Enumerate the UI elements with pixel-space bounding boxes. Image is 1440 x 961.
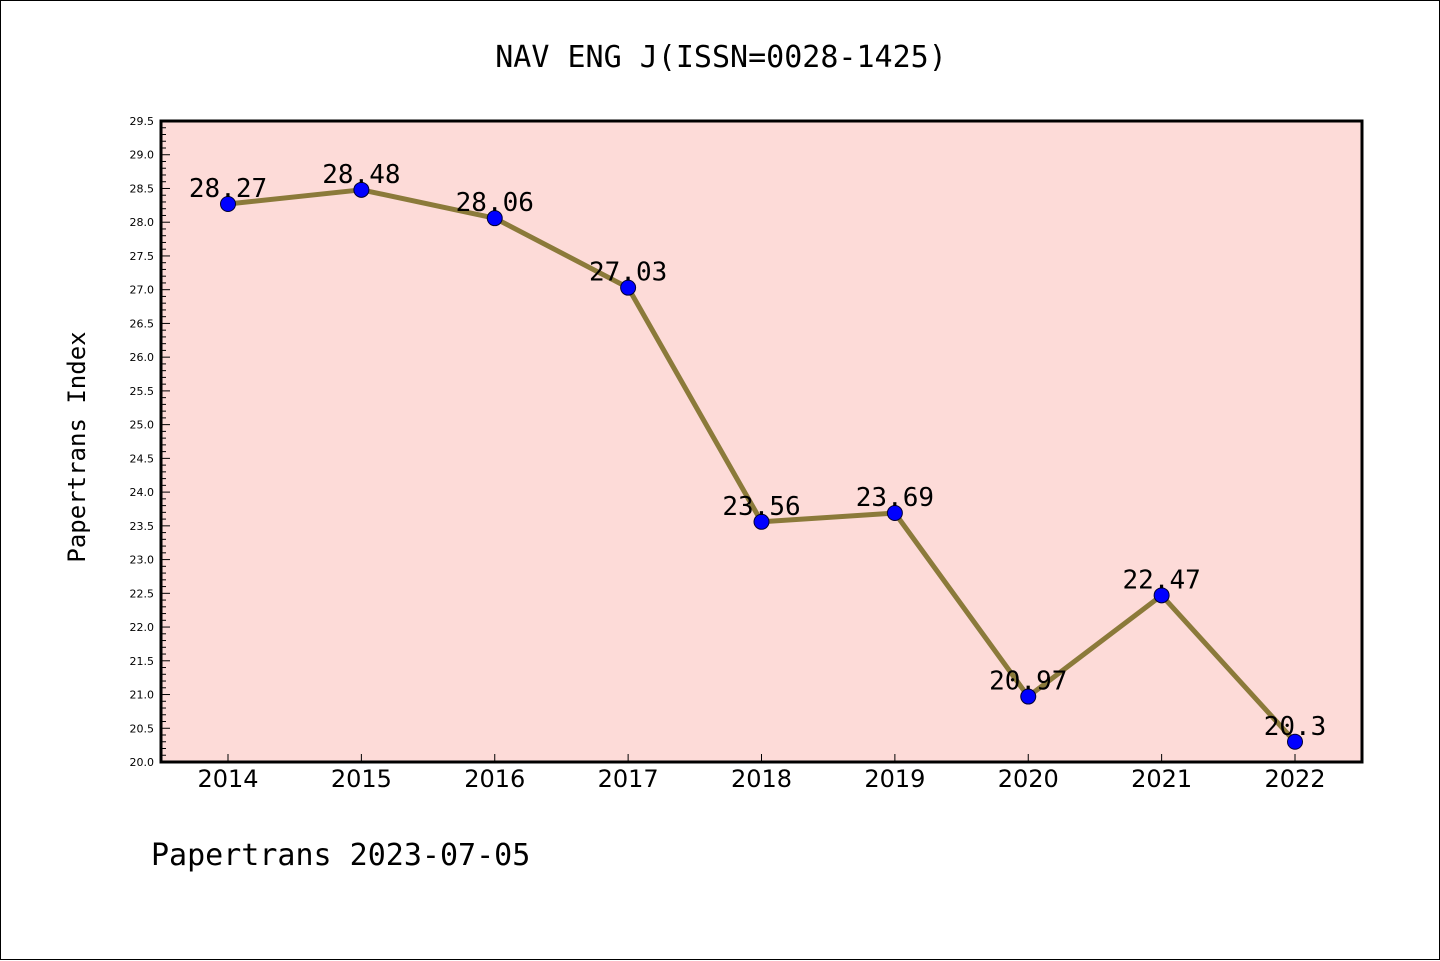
- x-tick-label: 2018: [731, 765, 792, 793]
- y-tick-label: 20.0: [130, 756, 155, 769]
- x-axis: 2014 2015 2016 2017 2018 2019 2020 2021 2022: [197, 754, 1326, 793]
- y-tick-label: 22.0: [130, 621, 155, 634]
- y-tick-label: 23.0: [130, 554, 155, 567]
- data-label: 28.06: [456, 188, 534, 218]
- y-tick-label: 25.0: [130, 419, 155, 432]
- x-tick-label: 2022: [1264, 765, 1325, 793]
- data-label: 27.03: [589, 258, 667, 288]
- y-tick-label: 21.5: [130, 655, 155, 668]
- x-tick-label: 2020: [998, 765, 1059, 793]
- y-axis-label: Papertrans Index: [63, 331, 91, 562]
- data-point-marker: [1287, 733, 1303, 750]
- data-point-marker: [1020, 688, 1037, 705]
- x-tick-label: 2019: [864, 765, 925, 793]
- y-tick-label: 24.5: [130, 452, 155, 465]
- y-tick-label: 28.0: [130, 216, 155, 229]
- data-point-marker: [753, 513, 770, 530]
- data-point-marker: [486, 210, 503, 227]
- y-tick-label: 20.5: [130, 722, 155, 735]
- y-tick-label: 27.0: [130, 284, 155, 297]
- y-tick-label: 29.5: [130, 115, 155, 128]
- footer-date: Papertrans 2023-07-05: [151, 838, 530, 873]
- y-tick-label: 23.5: [130, 520, 155, 533]
- data-label: 22.47: [1122, 565, 1200, 595]
- x-tick-label: 2015: [331, 765, 392, 793]
- data-point-marker: [1153, 587, 1170, 604]
- plot-area: [161, 121, 1362, 762]
- data-point-marker: [353, 181, 370, 198]
- x-tick-label: 2016: [464, 765, 525, 793]
- y-tick-label: 22.5: [130, 587, 155, 600]
- data-label: 23.56: [722, 492, 800, 522]
- y-tick-label: 27.5: [130, 250, 155, 263]
- y-tick-label: 21.0: [130, 689, 155, 702]
- x-tick-label: 2014: [197, 765, 258, 793]
- data-point-marker: [220, 195, 236, 212]
- y-tick-label: 25.5: [130, 385, 155, 398]
- data-point-marker: [886, 505, 903, 522]
- series-layer: [220, 181, 1303, 750]
- y-tick-label: 29.0: [130, 149, 155, 162]
- x-tick-label: 2021: [1131, 765, 1192, 793]
- plot-border: [159, 119, 1364, 764]
- y-tick-label: 24.0: [130, 486, 155, 499]
- data-point-marker: [620, 279, 637, 296]
- data-label: 23.69: [856, 483, 934, 513]
- x-tick-label: 2017: [598, 765, 659, 793]
- data-label: 20.97: [989, 667, 1067, 697]
- data-labels: 28.27 28.48 28.06 27.03 23.56 23.69 20.97 22.47…: [189, 160, 1326, 742]
- y-tick-label: 26.0: [130, 351, 155, 364]
- data-label: 20.3: [1264, 712, 1327, 742]
- chart-title: NAV ENG J(ISSN=0028-1425): [495, 40, 947, 75]
- data-label: 28.27: [189, 174, 267, 204]
- y-tick-label: 26.5: [130, 317, 155, 330]
- y-axis: 20.0 20.5 21.0 21.5 22.0 22.5 23.0 23.5 24.0 24.5…: [130, 115, 170, 769]
- data-label: 28.48: [322, 160, 400, 190]
- y-tick-label: 28.5: [130, 182, 155, 195]
